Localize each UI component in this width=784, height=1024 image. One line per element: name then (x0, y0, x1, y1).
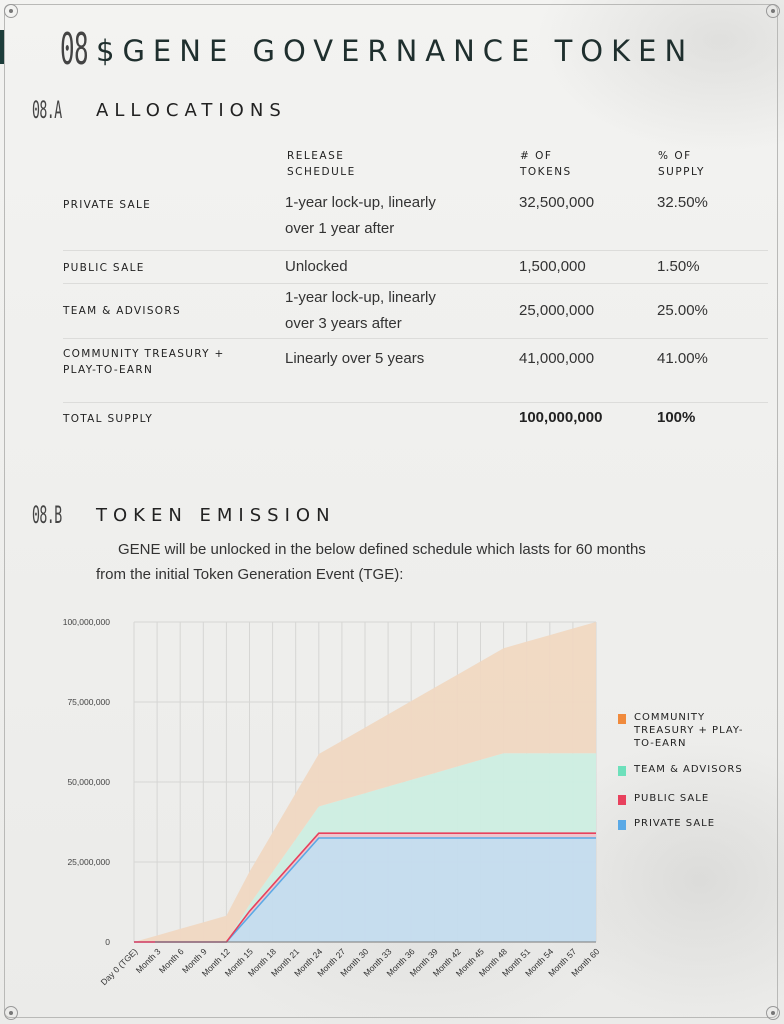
row-percent-team-advisors: 25.00% (657, 302, 708, 319)
row-tokens-private-sale: 32,500,000 (519, 194, 595, 211)
legend-label: TEAM & ADVISORS (634, 764, 743, 775)
legend-label: PRIVATE SALE (634, 818, 716, 829)
row-tokens-community-treasury: 41,000,000 (519, 350, 595, 367)
row-label-private-sale: PRIVATE SALE (63, 199, 152, 211)
chart-y-axis: 0 25,000,000 50,000,000 75,000,000 100,000,0… (63, 617, 111, 947)
schedule-line: 1-year lock-up, linearly (285, 194, 436, 211)
legend-label: COMMUNITY TREASURY + PLAY-TO-EARN (634, 712, 744, 749)
row-schedule-private-sale: 1-year lock-up, linearly over 1 year aft… (285, 190, 436, 242)
series-community-treasury-area (134, 622, 596, 942)
emission-paragraph-line: GENE will be unlocked in the below defin… (118, 541, 646, 558)
header-tokens: # OF TOKENS (520, 148, 572, 180)
row-label-team-advisors: TEAM & ADVISORS (63, 305, 181, 317)
corner-ornament-icon (766, 1006, 780, 1020)
row-schedule-community-treasury: Linearly over 5 years (285, 350, 425, 367)
header-line: RELEASE (287, 150, 345, 162)
header-line: SUPPLY (658, 166, 705, 178)
y-tick-label: 25,000,000 (67, 857, 110, 867)
table-divider (63, 283, 768, 284)
page-edge-tab (0, 30, 4, 64)
table-divider (63, 250, 768, 251)
legend-label: PUBLIC SALE (634, 793, 710, 804)
header-line: # OF (520, 150, 553, 162)
legend-swatch (618, 714, 626, 724)
legend-swatch (618, 820, 626, 830)
schedule-line: over 3 years after (285, 315, 402, 332)
chart-lines (134, 832, 596, 943)
allocations-title: ALLOCATIONS (96, 100, 287, 121)
table-divider (63, 402, 768, 403)
header-release-schedule: RELEASE SCHEDULE (287, 148, 356, 180)
row-percent-private-sale: 32.50% (657, 194, 708, 211)
row-label-total-supply: TOTAL SUPPLY (63, 413, 154, 425)
label-line: COMMUNITY TREASURY + (63, 348, 225, 360)
table-divider (63, 338, 768, 339)
header-line: TOKENS (520, 166, 572, 178)
label-line: PLAY-TO-EARN (63, 364, 154, 376)
row-tokens-team-advisors: 25,000,000 (519, 302, 595, 319)
row-tokens-total-supply: 100,000,000 (519, 409, 603, 426)
series-team-advisors-area (134, 753, 596, 942)
legend-swatch (618, 766, 626, 776)
page-frame (4, 4, 778, 1018)
y-tick-label: 100,000,000 (63, 617, 111, 627)
emission-paragraph-line: from the initial Token Generation Event … (96, 566, 404, 583)
y-tick-label: 0 (105, 937, 110, 947)
corner-ornament-icon (766, 4, 780, 18)
header-line: % OF (658, 150, 692, 162)
page-title: $GENE GOVERNANCE TOKEN (96, 34, 695, 68)
row-tokens-public-sale: 1,500,000 (519, 258, 586, 275)
y-tick-label: 50,000,000 (67, 777, 110, 787)
emission-title: TOKEN EMISSION (96, 505, 336, 526)
row-label-public-sale: PUBLIC SALE (63, 262, 145, 274)
row-percent-community-treasury: 41.00% (657, 350, 708, 367)
header-supply: % OF SUPPLY (658, 148, 705, 180)
subsection-number: 08.A (32, 96, 62, 124)
corner-ornament-icon (4, 1006, 18, 1020)
corner-ornament-icon (4, 4, 18, 18)
row-schedule-team-advisors: 1-year lock-up, linearly over 3 years af… (285, 285, 436, 337)
subsection-number: 08.B (32, 501, 62, 529)
schedule-line: over 1 year after (285, 220, 395, 237)
row-schedule-public-sale: Unlocked (285, 258, 348, 275)
y-tick-label: 75,000,000 (67, 697, 110, 707)
row-label-community-treasury: COMMUNITY TREASURY + PLAY-TO-EARN (63, 346, 225, 378)
x-tick-label: Day 0 (TGE) (99, 946, 140, 987)
legend-swatch (618, 795, 626, 805)
row-percent-public-sale: 1.50% (657, 258, 700, 275)
schedule-line: 1-year lock-up, linearly (285, 289, 436, 306)
row-percent-total-supply: 100% (657, 409, 696, 426)
section-number: 08 (60, 24, 89, 75)
header-line: SCHEDULE (287, 166, 356, 178)
